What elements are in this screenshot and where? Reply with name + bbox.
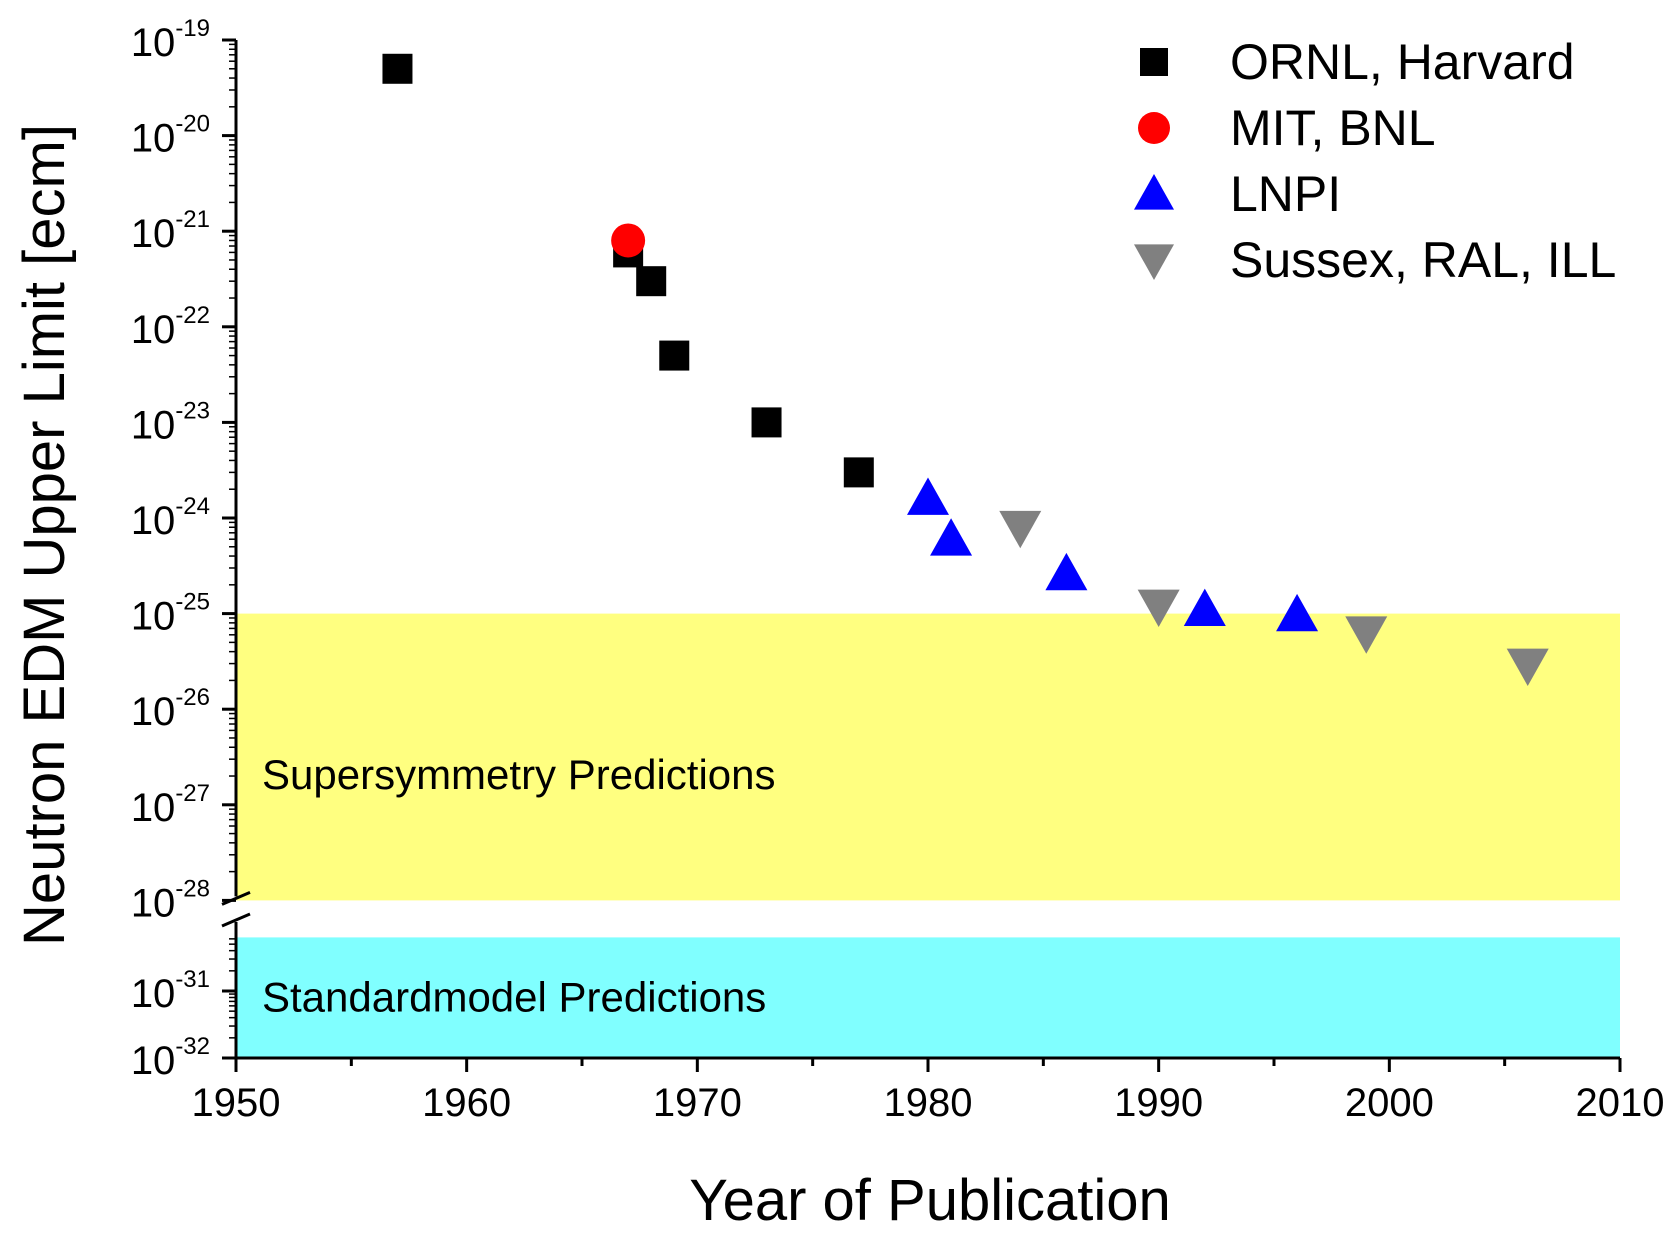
y-tick-label: 10-25: [131, 589, 210, 639]
x-tick-label: 1970: [653, 1081, 742, 1125]
x-tick-label: 2010: [1576, 1081, 1665, 1125]
data-point: [907, 477, 949, 515]
data-point: [611, 223, 646, 258]
data-point: [1137, 589, 1180, 628]
legend-marker: [1138, 112, 1170, 144]
y-tick-label: 10-24: [131, 493, 210, 543]
supersymmetry-band-label: Supersymmetry Predictions: [262, 751, 776, 798]
legend-label: LNPI: [1230, 166, 1341, 222]
x-tick-label: 1980: [884, 1081, 973, 1125]
data-point: [930, 518, 973, 556]
axis-break-mark: [221, 912, 251, 928]
legend-marker: [1134, 244, 1174, 280]
y-tick-label: 10-21: [131, 206, 210, 256]
legend-marker: [1134, 174, 1174, 210]
data-point: [1183, 588, 1226, 627]
x-axis-title: Year of Publication: [689, 1168, 1171, 1233]
x-tick-label: 1990: [1114, 1081, 1203, 1125]
standardmodel-band: [236, 937, 1620, 1058]
y-tick-label: 10-26: [131, 684, 210, 734]
data-point: [1276, 593, 1319, 632]
legend-label: Sussex, RAL, ILL: [1230, 232, 1616, 288]
y-tick-label: 10-32: [131, 1033, 210, 1083]
x-tick-label: 2000: [1345, 1081, 1434, 1125]
standardmodel-band-label: Standardmodel Predictions: [262, 974, 766, 1021]
y-tick-label: 10-19: [131, 15, 210, 65]
x-tick-label: 1960: [422, 1081, 511, 1125]
legend-label: ORNL, Harvard: [1230, 34, 1575, 90]
data-point: [636, 266, 667, 297]
x-tick-label: 1950: [192, 1081, 281, 1125]
ticks: 1950 1960 1970 1980 1990 2000 2010 10-19 10-20 10…: [131, 15, 1665, 1125]
data-point: [382, 53, 413, 84]
data-point: [1345, 616, 1388, 654]
y-tick-label: 10-23: [131, 397, 210, 447]
y-tick-label: 10-22: [131, 302, 210, 352]
data-point: [1045, 552, 1088, 591]
data-point: [843, 457, 874, 488]
data-point: [1506, 648, 1549, 686]
prediction-bands: Supersymmetry Predictions Standardmodel P…: [236, 613, 1620, 1058]
y-tick-label: 10-31: [131, 966, 210, 1016]
y-tick-label: 10-20: [131, 111, 210, 161]
supersymmetry-band: [236, 613, 1620, 901]
data-point: [659, 340, 690, 371]
y-axis-title: Neutron EDM Upper Limit [ecm]: [12, 124, 77, 946]
data-point: [999, 510, 1042, 549]
axis-break-mark: [221, 891, 251, 906]
y-tick-label: 10-28: [131, 875, 210, 925]
legend: ORNL, Harvard MIT, BNL LNPI Sussex, RAL, IL…: [1134, 34, 1616, 288]
legend-label: MIT, BNL: [1230, 100, 1436, 156]
legend-marker: [1140, 48, 1168, 76]
y-tick-label: 10-27: [131, 780, 210, 830]
data-points: [382, 53, 1549, 686]
data-point: [751, 407, 782, 438]
